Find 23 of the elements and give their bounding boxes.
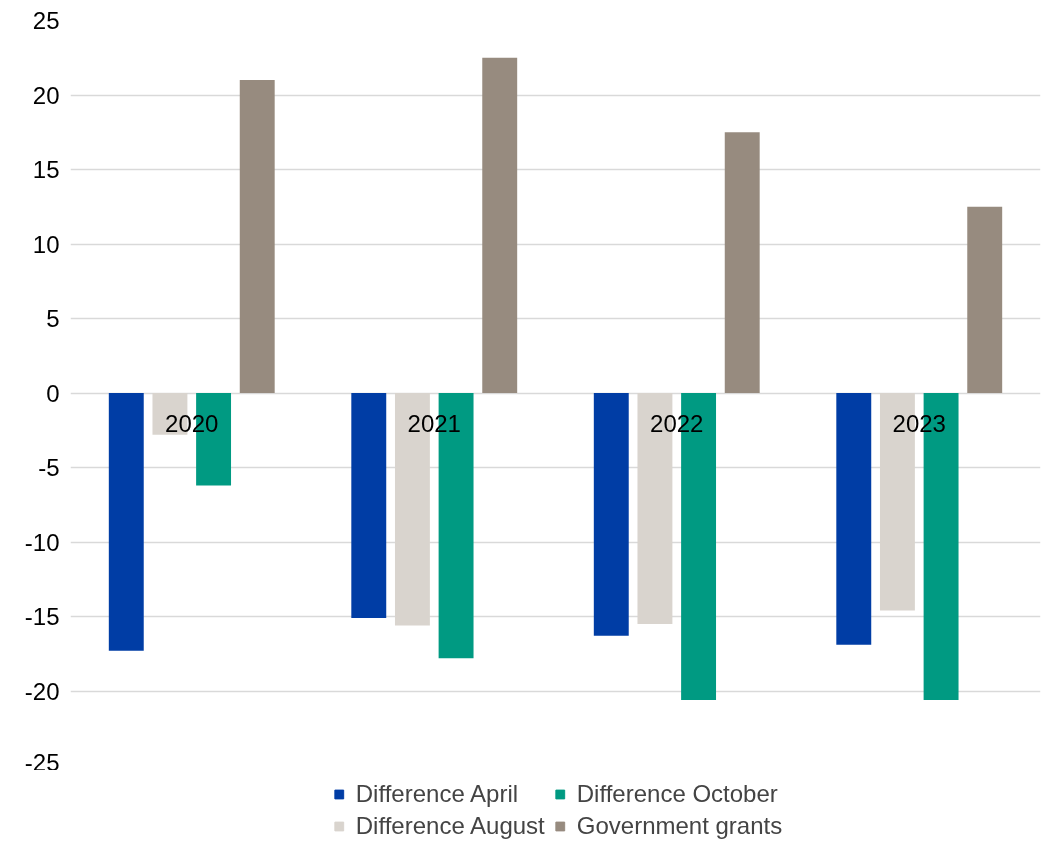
y-tick-label: 15 — [32, 156, 60, 183]
bar — [108, 393, 144, 651]
bar — [724, 132, 760, 393]
bar — [593, 393, 629, 636]
bar — [239, 80, 275, 393]
bar — [482, 57, 518, 393]
bar — [836, 393, 872, 645]
y-tick-label: 10 — [32, 230, 60, 258]
legend-label: Difference April — [355, 780, 519, 808]
y-tick-label: -15 — [24, 603, 60, 630]
y-tick-label: 20 — [32, 81, 60, 109]
y-tick-label: -5 — [38, 454, 60, 481]
bar — [351, 393, 387, 618]
legend-label: Difference August — [355, 812, 545, 840]
legend-label: Difference October — [576, 780, 778, 808]
y-tick-label: -25 — [24, 748, 60, 776]
y-tick-label: -20 — [24, 677, 60, 705]
bar — [967, 206, 1003, 393]
y-tick-label: 25 — [32, 7, 60, 34]
y-tick-label: 0 — [46, 379, 60, 407]
y-tick-label: 5 — [46, 305, 60, 332]
y-tick-label: -10 — [24, 528, 60, 556]
legend-label: Government grants — [576, 812, 783, 840]
